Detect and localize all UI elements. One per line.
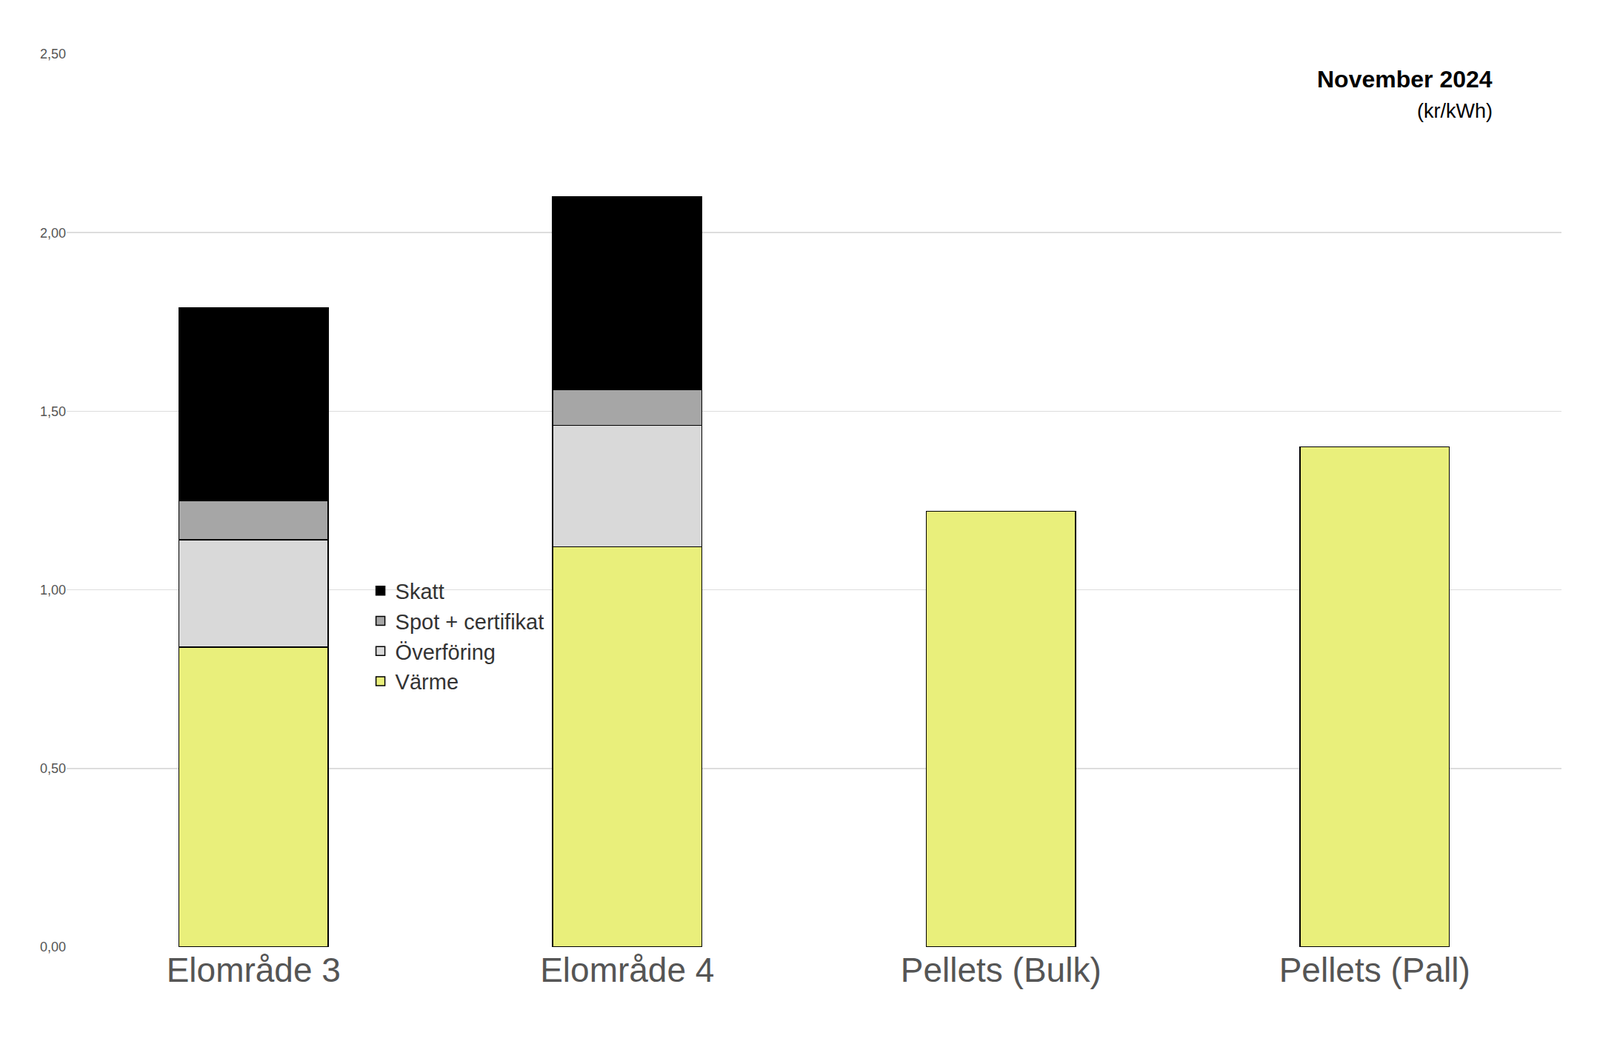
svg-text:Överföring: Överföring — [395, 640, 496, 665]
svg-text:1,00: 1,00 — [40, 582, 66, 598]
svg-text:0,50: 0,50 — [40, 761, 66, 777]
svg-text:Elområde 3: Elområde 3 — [166, 951, 341, 990]
svg-text:Värme: Värme — [395, 670, 459, 695]
svg-text:Skatt: Skatt — [395, 580, 445, 604]
svg-text:Elområde 4: Elområde 4 — [540, 951, 715, 990]
svg-text:1,50: 1,50 — [40, 404, 66, 420]
svg-text:Pellets (Pall): Pellets (Pall) — [1279, 951, 1471, 990]
svg-text:0,00: 0,00 — [40, 940, 66, 955]
svg-text:2,00: 2,00 — [40, 225, 66, 241]
svg-text:November 2024: November 2024 — [1317, 65, 1493, 93]
svg-text:Spot + certifikat: Spot + certifikat — [395, 610, 545, 635]
svg-text:2,50: 2,50 — [40, 46, 66, 62]
svg-text:(kr/kWh): (kr/kWh) — [1417, 100, 1493, 123]
svg-text:Pellets (Bulk): Pellets (Bulk) — [900, 951, 1102, 990]
